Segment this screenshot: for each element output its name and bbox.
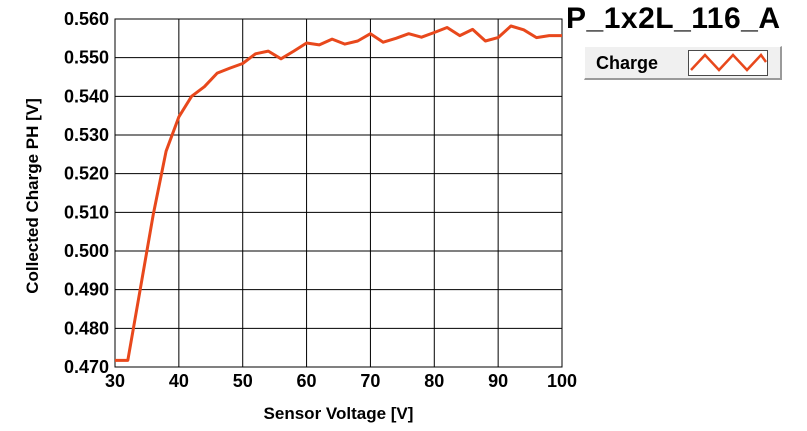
plot-frame	[114, 18, 563, 368]
y-tick-label: 0.520	[64, 164, 109, 184]
y-tick-label: 0.500	[64, 241, 109, 261]
series-layer	[115, 24, 562, 362]
y-tick-label: 0.530	[64, 125, 109, 145]
x-tick-label: 60	[297, 371, 317, 391]
y-tick-label: 0.550	[64, 48, 109, 68]
chart-title: P_1x2L_116_A	[566, 2, 781, 35]
y-tick-label: 0.510	[64, 202, 109, 222]
y-tick-label: 0.540	[64, 86, 109, 106]
x-tick-label: 70	[360, 371, 380, 391]
tick-labels: 30 40 50 60 70 80 90 100 0.470 0.480 0.490 0.500 0.5…	[64, 9, 577, 391]
x-tick-label: 90	[488, 371, 508, 391]
x-tick-label: 50	[233, 371, 253, 391]
y-tick-label: 0.470	[64, 357, 109, 377]
x-axis-title: Sensor Voltage [V]	[264, 404, 414, 423]
legend: Charge	[584, 46, 782, 80]
grid	[114, 18, 563, 368]
y-axis-title: Collected Charge PH [V]	[23, 98, 42, 294]
y-tick-label: 0.490	[64, 280, 109, 300]
legend-label: Charge	[596, 53, 659, 73]
legend-swatch-icon	[690, 53, 768, 72]
x-tick-label: 40	[169, 371, 189, 391]
x-tick-label: 30	[105, 371, 125, 391]
y-tick-label: 0.560	[64, 9, 109, 29]
legend-swatch	[688, 50, 768, 76]
x-tick-label: 80	[424, 371, 444, 391]
series-line-charge	[115, 24, 562, 362]
legend-series-line	[690, 53, 768, 72]
x-tick-label: 100	[547, 371, 577, 391]
y-tick-label: 0.480	[64, 318, 109, 338]
